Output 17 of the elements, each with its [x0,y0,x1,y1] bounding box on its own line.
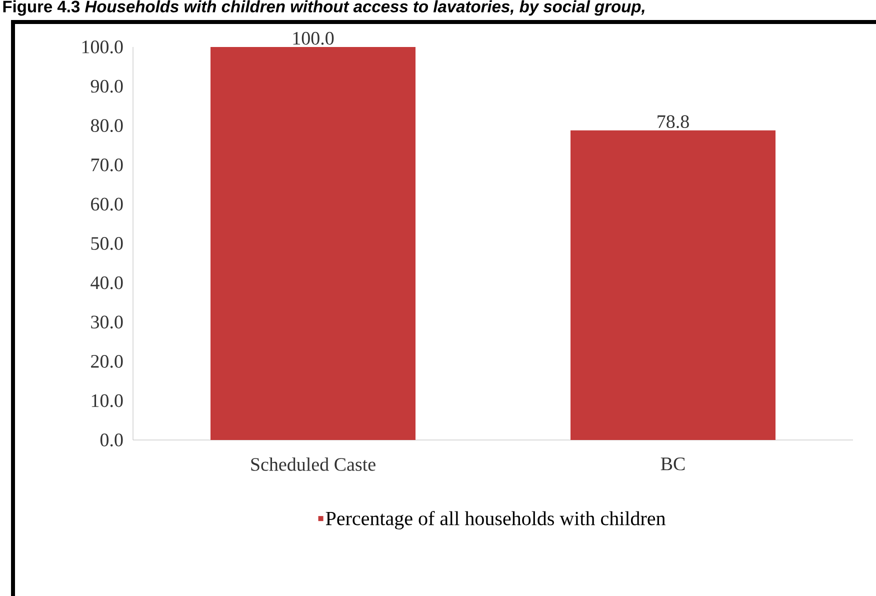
y-tick-label: 90.0 [90,80,123,93]
y-tick-label: 50.0 [91,237,123,250]
y-tick-label: 10.0 [92,394,123,408]
y-tick-label: 70.0 [91,158,123,172]
data-label: 100.0 [293,32,334,45]
y-tick-label: 20.0 [91,354,123,368]
y-tick-label: 100.0 [82,40,123,54]
y-tick-label: 60.0 [91,198,123,211]
chart-title: Figure 4.3 Households with children without access to lavatories, by social group, [3,0,644,16]
x-tick-label: Scheduled Caste [251,458,376,471]
data-label: 78.8 [658,115,689,128]
y-tick-label: 0.0 [100,434,123,446]
y-tick-label: 80.0 [90,119,123,132]
legend-label: Percentage of all households with children [326,511,666,530]
y-tick-label: 40.0 [90,276,123,290]
x-tick-label: BC [660,458,685,470]
y-tick-label: 30.0 [91,316,123,329]
